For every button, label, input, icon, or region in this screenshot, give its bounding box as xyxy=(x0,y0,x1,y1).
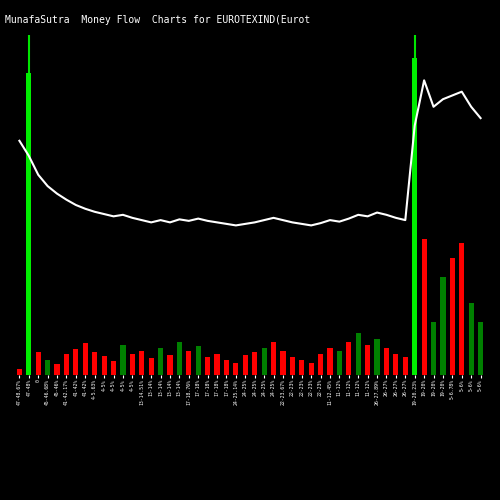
Bar xyxy=(290,357,295,375)
Bar xyxy=(346,342,352,375)
Bar xyxy=(328,348,332,375)
Bar xyxy=(356,332,361,375)
Bar xyxy=(74,348,78,375)
Bar xyxy=(422,239,426,375)
Bar xyxy=(431,322,436,375)
Bar xyxy=(111,362,116,375)
Bar xyxy=(92,352,98,375)
Bar xyxy=(394,354,398,375)
Bar xyxy=(120,345,126,375)
Bar xyxy=(54,364,60,375)
Bar xyxy=(224,360,229,375)
Bar xyxy=(45,360,50,375)
Bar xyxy=(186,351,192,375)
Bar xyxy=(26,73,32,375)
Bar xyxy=(64,354,69,375)
Text: MunafaSutra  Money Flow  Charts for EUROTEXIND: MunafaSutra Money Flow Charts for EUROTE… xyxy=(5,15,275,25)
Bar xyxy=(168,356,172,375)
Bar xyxy=(271,342,276,375)
Bar xyxy=(365,345,370,375)
Bar xyxy=(384,348,389,375)
Bar xyxy=(468,303,474,375)
Bar xyxy=(402,357,408,375)
Text: (Eurot: (Eurot xyxy=(275,15,310,25)
Bar xyxy=(299,360,304,375)
Bar xyxy=(459,243,464,375)
Bar xyxy=(205,357,210,375)
Bar xyxy=(102,356,106,375)
Bar xyxy=(214,354,220,375)
Bar xyxy=(177,342,182,375)
Bar xyxy=(158,348,163,375)
Bar xyxy=(337,351,342,375)
Bar xyxy=(478,322,483,375)
Bar xyxy=(280,351,285,375)
Bar xyxy=(148,358,154,375)
Bar xyxy=(196,346,201,375)
Bar xyxy=(130,354,135,375)
Bar xyxy=(36,352,41,375)
Bar xyxy=(374,338,380,375)
Bar xyxy=(308,363,314,375)
Bar xyxy=(242,356,248,375)
Bar xyxy=(139,351,144,375)
Bar xyxy=(440,277,446,375)
Bar xyxy=(252,352,258,375)
Bar xyxy=(450,258,455,375)
Bar xyxy=(82,344,88,375)
Bar xyxy=(17,369,22,375)
Bar xyxy=(234,363,238,375)
Bar xyxy=(262,348,266,375)
Bar xyxy=(318,354,323,375)
Bar xyxy=(412,58,418,375)
